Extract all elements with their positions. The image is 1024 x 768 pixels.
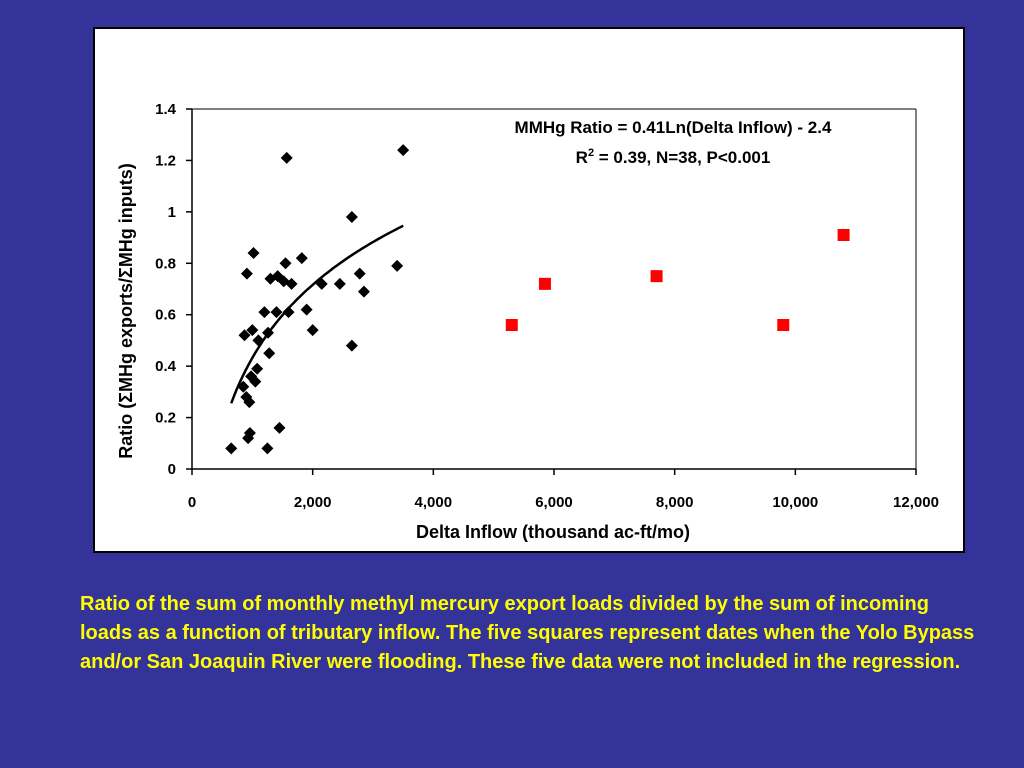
axes: 0 0.2 0.4 0.6 0.8 1 1.2 1.4 0 2,000 4,000 6,000 8,00… — [155, 101, 939, 511]
data-point-diamond — [263, 347, 276, 360]
y-tick-label: 1.4 — [155, 101, 177, 118]
data-point-square — [650, 270, 663, 283]
data-point-diamond — [315, 277, 328, 290]
data-point-square — [538, 277, 551, 290]
chart-panel: 0 0.2 0.4 0.6 0.8 1 1.2 1.4 0 2,000 4,000 6,000 8,00… — [93, 27, 965, 553]
data-point-diamond — [306, 324, 319, 337]
data-point-diamond — [243, 396, 256, 409]
data-point-diamond — [295, 252, 308, 265]
data-point-diamond — [273, 421, 286, 434]
data-point-diamond — [285, 277, 298, 290]
data-point-diamond — [247, 247, 260, 259]
data-point-diamond — [252, 334, 265, 347]
data-point-diamond — [391, 259, 404, 272]
x-tick-label: 10,000 — [772, 494, 818, 511]
r-symbol: R — [576, 148, 588, 167]
y-tick-label: 0.4 — [155, 358, 177, 375]
y-tick-label: 0.8 — [155, 255, 176, 272]
data-point-diamond — [225, 442, 238, 455]
y-tick-label: 0 — [168, 461, 176, 478]
data-point-diamond — [345, 211, 358, 223]
regression-stats: R2 = 0.39, N=38, P<0.001 — [576, 147, 771, 167]
x-tick-label: 0 — [188, 494, 196, 511]
data-point-square — [505, 319, 518, 331]
regression-equation: MMHg Ratio = 0.41Ln(Delta Inflow) - 2.4 — [515, 118, 832, 137]
data-point-diamond — [237, 380, 250, 393]
x-tick-label: 12,000 — [893, 494, 939, 511]
data-point-diamond — [262, 326, 275, 339]
figure-caption: Ratio of the sum of monthly methyl mercu… — [80, 593, 975, 673]
data-point-diamond — [353, 267, 366, 280]
x-tick-label: 6,000 — [535, 494, 573, 511]
data-point-diamond — [357, 285, 370, 298]
data-point-diamond — [238, 329, 251, 342]
data-point-diamond — [243, 427, 256, 439]
y-axis-title: Ratio (ΣMHg exports/ΣMHg inputs) — [116, 163, 136, 459]
y-tick-label: 0.2 — [155, 410, 176, 427]
data-point-square — [777, 319, 790, 331]
data-point-diamond — [249, 375, 262, 388]
fit-layer — [230, 224, 404, 404]
scatter-chart: 0 0.2 0.4 0.6 0.8 1 1.2 1.4 0 2,000 4,000 6,000 8,00… — [116, 101, 939, 542]
x-tick-label: 4,000 — [415, 494, 453, 511]
x-tick-label: 2,000 — [294, 494, 332, 511]
data-point-diamond — [246, 324, 259, 337]
y-tick-label: 1.2 — [155, 152, 176, 169]
data-point-diamond — [333, 277, 346, 290]
y-tick-label: 0.6 — [155, 307, 176, 324]
data-point-diamond — [251, 362, 264, 375]
y-tick-label: 1 — [168, 204, 176, 221]
data-point-diamond — [258, 306, 271, 319]
data-point-diamond — [300, 303, 313, 316]
data-point-square — [837, 229, 850, 241]
x-tick-label: 8,000 — [656, 494, 694, 511]
data-point-diamond — [240, 267, 253, 280]
data-point-diamond — [397, 144, 410, 157]
data-point-diamond — [270, 306, 283, 319]
regression-line — [230, 224, 404, 404]
points-layer — [225, 144, 850, 455]
data-point-diamond — [261, 442, 274, 455]
data-point-diamond — [279, 257, 292, 270]
data-point-diamond — [345, 339, 358, 352]
data-point-diamond — [282, 306, 295, 319]
x-axis-title: Delta Inflow (thousand ac-ft/mo) — [416, 522, 690, 542]
r-superscript: 2 — [588, 147, 594, 159]
regression-stats-rest: = 0.39, N=38, P<0.001 — [594, 148, 770, 167]
data-point-diamond — [280, 151, 293, 164]
